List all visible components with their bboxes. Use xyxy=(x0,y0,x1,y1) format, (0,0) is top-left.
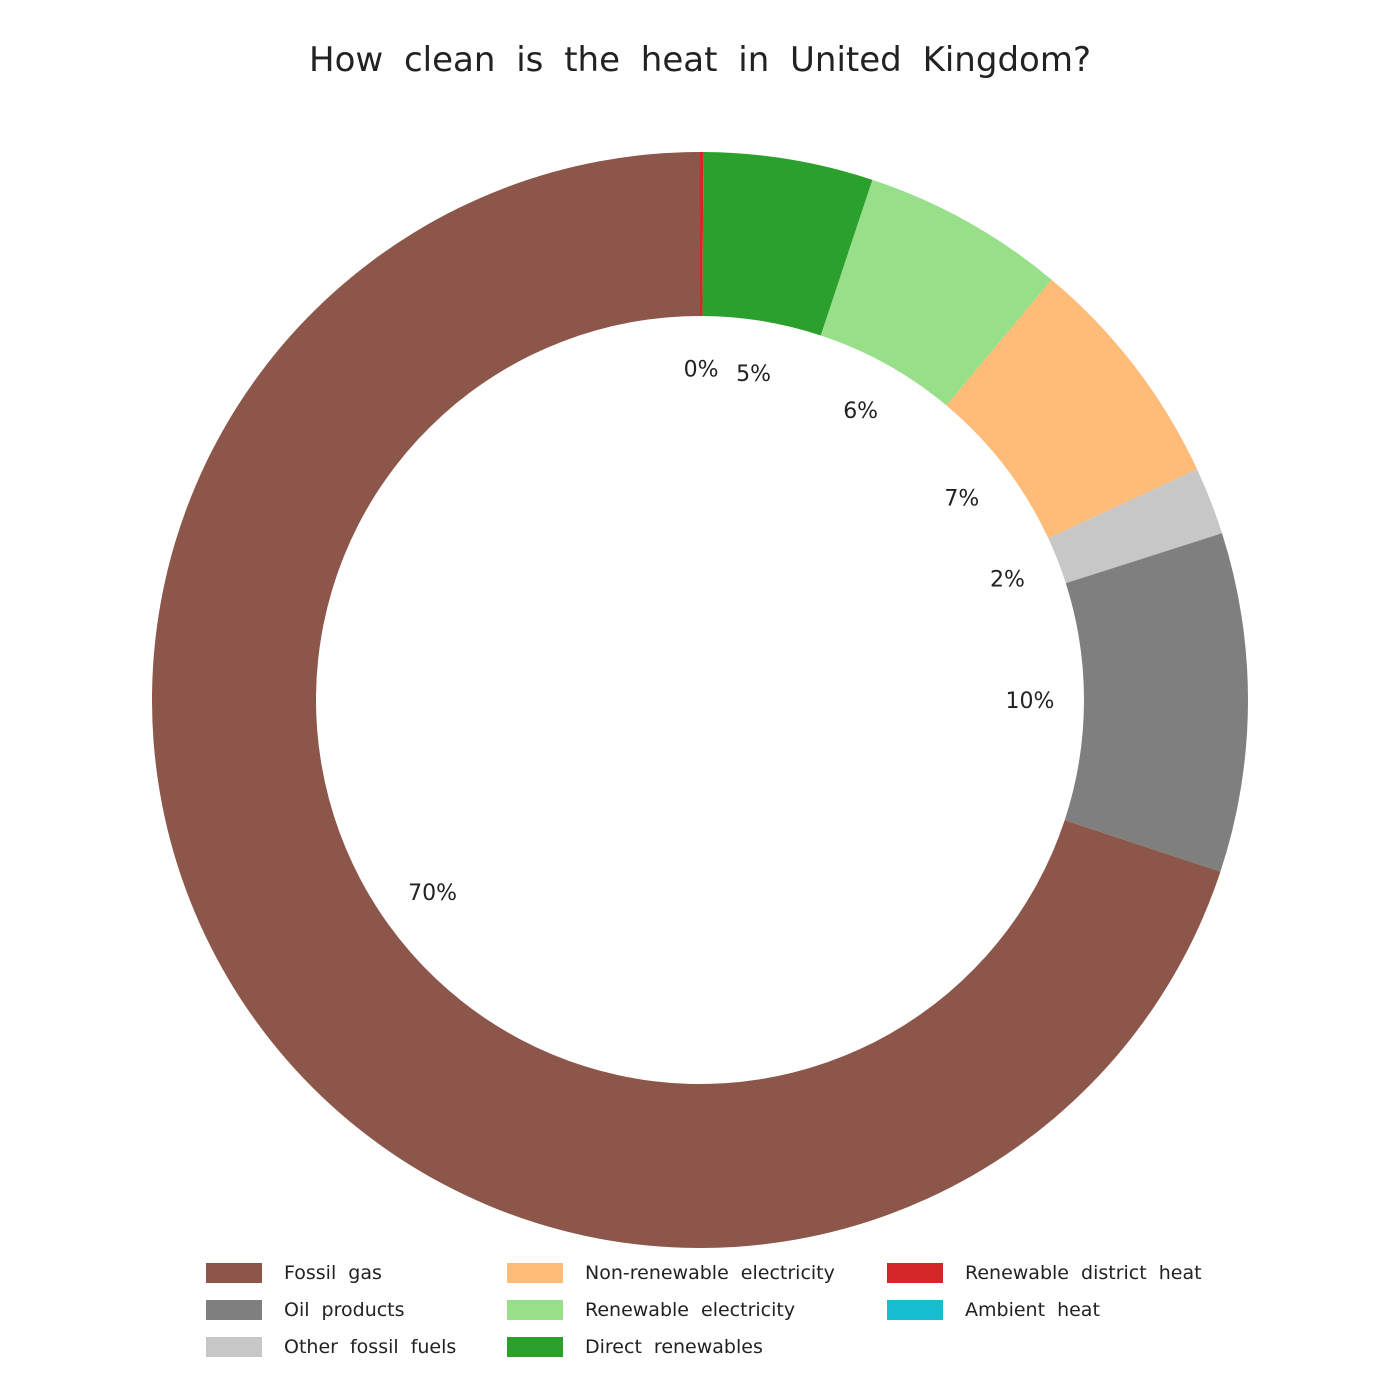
legend-swatch xyxy=(887,1263,943,1283)
chart-title: How clean is the heat in United Kingdom? xyxy=(309,40,1091,80)
legend-label: Other fossil fuels xyxy=(284,1336,457,1358)
legend-swatch xyxy=(206,1300,262,1320)
legend-item-renewable-district-heat: Renewable district heat xyxy=(887,1258,1202,1288)
slice-oil-products xyxy=(1064,533,1248,872)
slice-label-renewable-electricity: 6% xyxy=(843,399,878,424)
legend-item-non-renewable-electricity: Non-renewable electricity xyxy=(507,1258,835,1288)
legend-swatch xyxy=(507,1300,563,1320)
slice-label-other-fossil-fuels: 2% xyxy=(990,568,1025,593)
legend-swatch xyxy=(887,1300,943,1320)
legend-item-oil-products: Oil products xyxy=(206,1295,405,1325)
slice-other-fossil-fuels xyxy=(1048,469,1223,584)
legend-swatch xyxy=(507,1337,563,1357)
legend-item-renewable-electricity: Renewable electricity xyxy=(507,1295,795,1325)
legend-label: Fossil gas xyxy=(284,1262,382,1284)
donut-slices xyxy=(152,152,1248,1248)
legend-label: Renewable district heat xyxy=(965,1262,1202,1284)
slice-renewable-district-heat xyxy=(700,152,704,317)
slice-label-non-renewable-electricity: 7% xyxy=(944,487,979,512)
legend-item-direct-renewables: Direct renewables xyxy=(507,1332,763,1362)
legend-item-other-fossil-fuels: Other fossil fuels xyxy=(206,1332,456,1362)
legend-swatch xyxy=(507,1263,563,1283)
slice-non-renewable-electricity xyxy=(946,279,1198,539)
donut-slice-labels: 0% 5% 6% 7% 2% 10% 70% xyxy=(408,358,1054,906)
slice-label-oil-products: 10% xyxy=(1006,689,1055,714)
slice-renewable-electricity xyxy=(820,179,1052,406)
legend-swatch xyxy=(206,1337,262,1357)
slice-label-direct-renewables: 5% xyxy=(736,362,771,387)
legend-label: Renewable electricity xyxy=(585,1299,796,1321)
slice-direct-renewables xyxy=(702,152,873,336)
slice-fossil-gas xyxy=(152,152,1221,1248)
legend-label: Ambient heat xyxy=(965,1299,1100,1321)
slice-label-fossil-gas: 70% xyxy=(408,881,457,906)
legend-label: Non-renewable electricity xyxy=(585,1262,835,1284)
legend-item-fossil-gas: Fossil gas xyxy=(206,1258,382,1288)
legend-label: Oil products xyxy=(284,1299,405,1321)
legend-item-ambient-heat: Ambient heat xyxy=(887,1295,1100,1325)
slice-label-renewable-district-heat: 0% xyxy=(684,358,719,383)
legend-label: Direct renewables xyxy=(585,1336,763,1358)
legend-swatch xyxy=(206,1263,262,1283)
